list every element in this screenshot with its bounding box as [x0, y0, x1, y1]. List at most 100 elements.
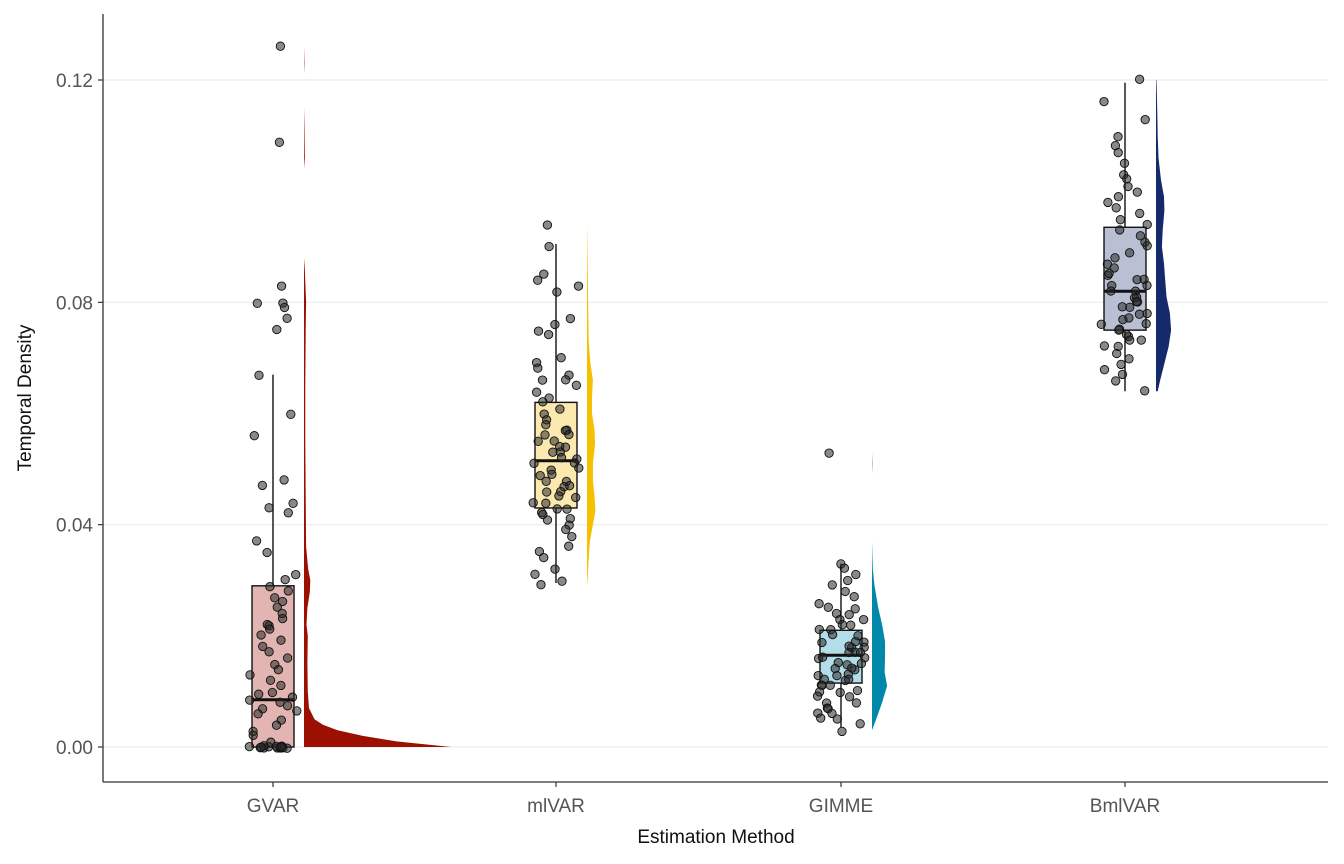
point-mlvar-60 [567, 531, 577, 542]
point-gvar-45 [282, 701, 293, 711]
point-bmlvar-10 [1132, 187, 1142, 197]
point-gvar-41 [254, 689, 264, 699]
point-mlvar-53 [552, 504, 562, 514]
point-bmlvar-59 [1140, 386, 1150, 396]
point-mlvar-1 [544, 241, 554, 252]
point-gimme-9 [850, 604, 860, 614]
point-gvar-31 [276, 635, 286, 645]
x-tick-label-3: BmlVAR [1090, 796, 1160, 817]
point-mlvar-14 [561, 375, 571, 385]
point-gimme-48 [852, 685, 863, 696]
point-gvar-62 [256, 742, 266, 752]
point-gvar-2 [276, 281, 287, 291]
density-cloud-mlvar [587, 224, 596, 583]
point-mlvar-49 [571, 492, 581, 503]
point-gvar-17 [262, 547, 272, 558]
point-gimme-21 [817, 637, 827, 648]
data-points [244, 41, 1152, 753]
point-gvar-3 [252, 298, 262, 308]
point-gvar-44 [275, 697, 285, 707]
point-bmlvar-9 [1123, 181, 1133, 192]
point-gimme-31 [818, 652, 828, 662]
point-gimme-0 [824, 448, 834, 458]
point-mlvar-23 [541, 420, 551, 430]
point-gvar-0 [275, 41, 286, 51]
point-bmlvar-44 [1096, 319, 1106, 329]
point-mlvar-57 [542, 515, 553, 525]
point-gvar-68 [276, 742, 287, 752]
point-gimme-7 [849, 592, 859, 602]
point-bmlvar-2 [1140, 114, 1150, 125]
x-axis-title: Estimation Method [637, 827, 794, 848]
point-gimme-61 [855, 719, 865, 729]
point-mlvar-9 [543, 329, 554, 340]
point-bmlvar-29 [1142, 280, 1152, 291]
point-bmlvar-42 [1124, 313, 1134, 323]
point-mlvar-17 [531, 387, 542, 397]
point-gimme-16 [846, 620, 856, 630]
point-mlvar-65 [530, 569, 540, 579]
point-mlvar-19 [538, 397, 548, 407]
point-bmlvar-56 [1099, 365, 1110, 375]
point-bmlvar-16 [1142, 219, 1152, 230]
y-tick-label-0: 0.00 [56, 738, 93, 759]
point-mlvar-48 [554, 491, 564, 501]
point-gvar-50 [271, 720, 282, 730]
point-mlvar-28 [533, 436, 543, 446]
point-bmlvar-6 [1119, 158, 1130, 168]
point-gvar-33 [264, 647, 274, 657]
point-mlvar-51 [541, 498, 551, 508]
y-tick-labels: 0.00 0.04 0.08 0.12 [56, 71, 103, 759]
x-tick-label-2: GIMME [809, 796, 873, 817]
point-bmlvar-49 [1136, 335, 1146, 345]
point-bmlvar-12 [1103, 197, 1113, 208]
point-bmlvar-39 [1142, 308, 1152, 319]
point-gimme-44 [844, 674, 854, 684]
point-gvar-52 [248, 730, 258, 740]
point-gvar-9 [286, 409, 296, 419]
x-tick-labels: GVAR mlVAR GIMME BmlVAR [247, 782, 1160, 817]
point-gvar-43 [245, 695, 255, 705]
point-bmlvar-31 [1106, 286, 1116, 296]
x-tick-label-0: GVAR [247, 796, 299, 817]
box-plots [251, 82, 1147, 748]
point-gvar-6 [282, 313, 292, 323]
point-gvar-23 [277, 596, 288, 607]
y-tick-label-3: 0.12 [56, 71, 93, 92]
point-gimme-58 [827, 708, 837, 719]
point-gvar-57 [244, 741, 255, 752]
point-gimme-18 [814, 624, 824, 635]
point-bmlvar-20 [1142, 241, 1152, 251]
point-bmlvar-15 [1115, 215, 1126, 225]
point-gvar-16 [251, 536, 262, 546]
point-bmlvar-26 [1104, 268, 1114, 279]
point-gvar-30 [256, 630, 266, 640]
point-bmlvar-57 [1117, 369, 1128, 380]
density-cloud-bmlvar [1156, 80, 1172, 392]
point-mlvar-37 [529, 458, 539, 468]
point-gvar-26 [277, 613, 288, 624]
point-gvar-12 [257, 480, 268, 491]
point-bmlvar-38 [1117, 302, 1127, 312]
point-gimme-40 [832, 670, 842, 681]
point-mlvar-20 [555, 404, 565, 414]
point-mlvar-61 [564, 541, 574, 551]
point-mlvar-66 [557, 576, 567, 586]
point-bmlvar-22 [1110, 253, 1120, 263]
point-gimme-60 [816, 713, 826, 723]
point-bmlvar-40 [1134, 309, 1145, 319]
point-mlvar-7 [550, 319, 560, 330]
point-mlvar-16 [571, 380, 582, 390]
point-gvar-13 [288, 498, 298, 508]
point-mlvar-27 [564, 429, 574, 440]
point-bmlvar-3 [1113, 132, 1123, 142]
point-gvar-20 [265, 582, 275, 592]
point-gimme-49 [835, 687, 845, 698]
y-axis-title: Temporal Density [15, 324, 36, 471]
point-mlvar-6 [565, 313, 576, 324]
grid-lines [103, 79, 1328, 748]
density-cloud-gvar [304, 46, 451, 748]
x-tick-label-1: mlVAR [527, 796, 585, 817]
point-mlvar-63 [539, 552, 549, 563]
point-mlvar-10 [556, 353, 566, 363]
